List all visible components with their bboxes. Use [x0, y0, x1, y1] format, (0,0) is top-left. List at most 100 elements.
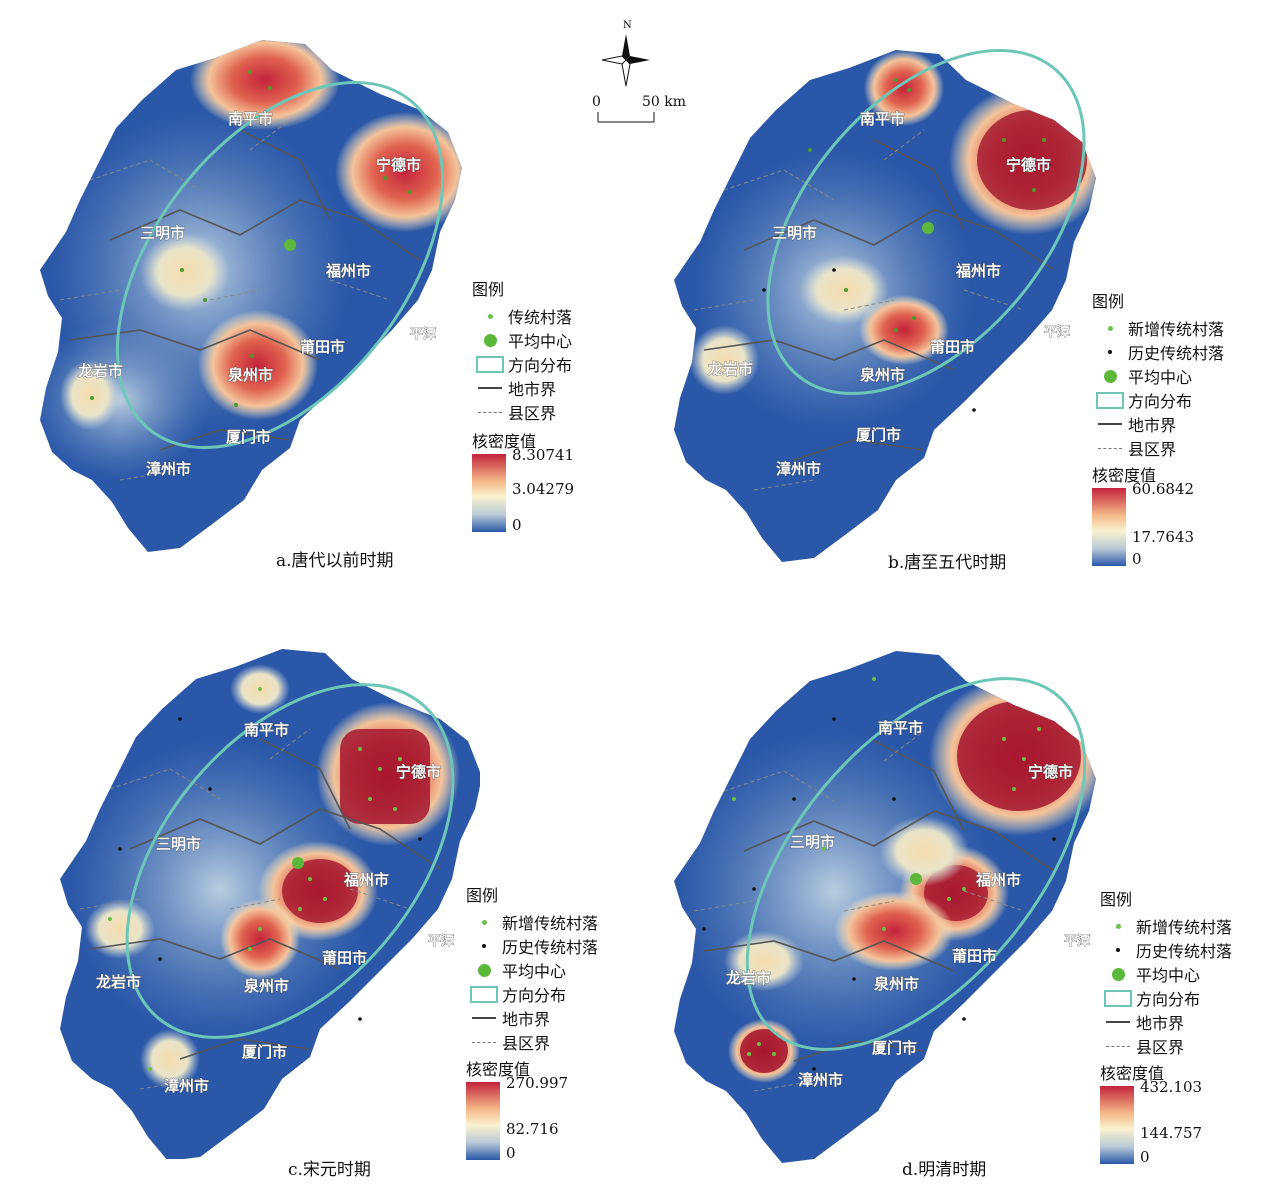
- legend: 图例 新增传统村落 历史传统村落 平均中心 方向分布 地市界 县区界 核密度值 …: [466, 882, 599, 1162]
- city-label-sanming: 三明市: [772, 224, 817, 242]
- legend-item: 历史传统村落: [1128, 344, 1225, 363]
- city-boundary-icon: [478, 387, 502, 389]
- legend-item: 平均中心: [502, 962, 567, 981]
- village-point-icon: [487, 313, 493, 319]
- mean-center-icon: [477, 963, 491, 977]
- mean-center: [922, 222, 934, 234]
- legend: 图例 新增传统村落 历史传统村落 平均中心 方向分布 地市界 县区界 核密度值 …: [1092, 288, 1225, 568]
- legend-item: 传统村落: [508, 308, 573, 327]
- city-boundary-icon: [472, 1017, 496, 1019]
- legend-item: 新增传统村落: [1128, 320, 1225, 339]
- panel-c: 南平市 宁德市 三明市 福州市 平潭 莆田市 龙岩市 泉州市 厦门市 漳州市 图…: [0, 599, 634, 1198]
- scalebar-distance: 50 km: [642, 94, 687, 110]
- city-label-ningde: 宁德市: [396, 763, 441, 781]
- mean-center: [292, 857, 304, 869]
- legend-item: 县区界: [1136, 1038, 1185, 1057]
- city-label-longyan: 龙岩市: [77, 362, 123, 380]
- city-label-pingtan: 平潭: [428, 934, 454, 949]
- color-ramp: [1100, 1086, 1134, 1164]
- panel-caption: c.宋元时期: [288, 1160, 371, 1180]
- direction-ellipse: [766, 48, 1086, 396]
- historic-village-point-icon: [1116, 948, 1120, 952]
- ramp-mid: 82.716: [506, 1120, 559, 1138]
- city-label-longyan: 龙岩市: [725, 969, 771, 987]
- ramp-title: 核密度值: [472, 432, 537, 451]
- city-label-quanzhou: 泉州市: [873, 975, 919, 993]
- ramp-mid: 144.757: [1140, 1124, 1203, 1142]
- legend-item: 地市界: [508, 380, 557, 399]
- city-label-longyan: 龙岩市: [707, 360, 753, 378]
- legend-item: 平均中心: [508, 332, 573, 351]
- city-label-putian: 莆田市: [952, 947, 997, 965]
- legend-item: 县区界: [508, 404, 557, 423]
- legend-item: 历史传统村落: [1136, 942, 1233, 961]
- legend: 图例 新增传统村落 历史传统村落 平均中心 方向分布 地市界 县区界 核密度值 …: [1100, 886, 1233, 1166]
- city-label-pingtan: 平潭: [1064, 934, 1090, 949]
- city-label-fuzhou: 福州市: [343, 871, 389, 889]
- color-ramp: [1092, 488, 1126, 566]
- city-label-xiamen: 厦门市: [242, 1043, 287, 1061]
- color-ramp: [472, 454, 506, 532]
- county-boundary-icon: [1106, 1045, 1130, 1047]
- city-label-xiamen: 厦门市: [226, 428, 271, 446]
- ramp-max: 8.30741: [512, 446, 575, 464]
- ramp-title: 核密度值: [1100, 1064, 1165, 1083]
- panel-caption: b.唐至五代时期: [888, 553, 1007, 573]
- north-arrow-icon: N: [597, 20, 655, 123]
- legend-item: 方向分布: [1136, 990, 1201, 1009]
- city-label-sanming: 三明市: [156, 835, 201, 853]
- panel-b: 南平市 宁德市 三明市 福州市 平潭 莆田市 龙岩市 泉州市 厦门市 漳州市 图…: [634, 0, 1268, 599]
- county-boundary-icon: [1098, 447, 1122, 449]
- ramp-mid: 3.04279: [512, 480, 575, 498]
- mean-center-icon: [483, 333, 497, 347]
- city-label-fuzhou: 福州市: [975, 871, 1021, 889]
- historic-village-point-icon: [482, 944, 486, 948]
- ramp-max: 60.6842: [1132, 480, 1195, 498]
- legend-item: 新增传统村落: [502, 914, 599, 933]
- city-label-quanzhou: 泉州市: [227, 366, 273, 384]
- color-ramp: [466, 1082, 500, 1160]
- ramp-min: 0: [1132, 550, 1142, 568]
- city-label-ningde: 宁德市: [1006, 156, 1051, 174]
- legend-title: 图例: [1092, 292, 1125, 311]
- new-village-point-icon: [1107, 325, 1113, 331]
- city-label-sanming: 三明市: [790, 833, 835, 851]
- compass-and-scalebar: N 0 50 km: [592, 16, 694, 126]
- legend-title: 图例: [1100, 890, 1133, 909]
- ramp-title: 核密度值: [466, 1060, 531, 1079]
- city-label-xiamen: 厦门市: [872, 1039, 917, 1057]
- north-label: N: [623, 20, 632, 31]
- city-boundary-icon: [1106, 1021, 1130, 1023]
- county-boundary-icon: [472, 1041, 496, 1043]
- direction-ellipse: [115, 80, 445, 450]
- city-label-zhangzhou: 漳州市: [776, 460, 821, 478]
- ramp-max: 270.997: [506, 1074, 569, 1092]
- legend-title: 图例: [472, 280, 505, 299]
- ellipse-icon: [476, 355, 504, 373]
- city-label-sanming: 三明市: [140, 224, 185, 242]
- legend-item: 县区界: [502, 1034, 551, 1053]
- city-label-ningde: 宁德市: [1028, 763, 1073, 781]
- city-label-fuzhou: 福州市: [955, 262, 1001, 280]
- city-label-zhangzhou: 漳州市: [146, 460, 191, 478]
- city-label-putian: 莆田市: [300, 338, 345, 356]
- ellipse-icon: [470, 985, 498, 1003]
- legend-item: 地市界: [502, 1010, 551, 1029]
- legend-item: 历史传统村落: [502, 938, 599, 957]
- city-label-putian: 莆田市: [930, 338, 975, 356]
- mean-center: [284, 239, 296, 251]
- new-village-point-icon: [481, 919, 487, 925]
- kernel-density-map: 南平市 宁德市 三明市 福州市 平潭 莆田市 龙岩市 泉州市 厦门市 漳州市: [674, 651, 1096, 1163]
- ramp-title: 核密度值: [1092, 466, 1157, 485]
- mean-center: [910, 873, 922, 885]
- mean-center-icon: [1103, 369, 1117, 383]
- city-label-quanzhou: 泉州市: [243, 977, 289, 995]
- city-label-zhangzhou: 漳州市: [164, 1077, 209, 1095]
- kernel-density-map: 南平市 宁德市 三明市 福州市 平潭 莆田市 龙岩市 泉州市 厦门市 漳州市: [674, 48, 1096, 562]
- city-label-xiamen: 厦门市: [856, 426, 901, 444]
- legend-item: 地市界: [1128, 416, 1177, 435]
- panel-caption: a.唐代以前时期: [276, 551, 394, 571]
- legend-item: 平均中心: [1128, 368, 1193, 387]
- legend-title: 图例: [466, 886, 499, 905]
- city-label-ningde: 宁德市: [376, 156, 421, 174]
